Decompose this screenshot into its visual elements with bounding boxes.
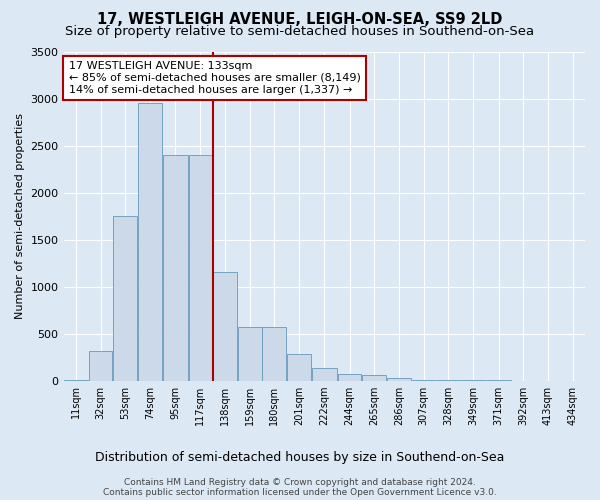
Text: Contains HM Land Registry data © Crown copyright and database right 2024.: Contains HM Land Registry data © Crown c… bbox=[124, 478, 476, 487]
Bar bbox=[262, 327, 286, 380]
Text: Distribution of semi-detached houses by size in Southend-on-Sea: Distribution of semi-detached houses by … bbox=[95, 451, 505, 464]
Bar bbox=[213, 272, 237, 380]
Bar bbox=[163, 155, 188, 380]
Bar bbox=[387, 378, 411, 380]
Text: 17, WESTLEIGH AVENUE, LEIGH-ON-SEA, SS9 2LD: 17, WESTLEIGH AVENUE, LEIGH-ON-SEA, SS9 … bbox=[97, 12, 503, 28]
Text: Contains public sector information licensed under the Open Government Licence v3: Contains public sector information licen… bbox=[103, 488, 497, 497]
Bar bbox=[338, 374, 361, 380]
Bar bbox=[312, 368, 337, 380]
Bar bbox=[238, 327, 262, 380]
Bar bbox=[287, 354, 311, 380]
Bar bbox=[138, 103, 162, 380]
Text: 17 WESTLEIGH AVENUE: 133sqm
← 85% of semi-detached houses are smaller (8,149)
14: 17 WESTLEIGH AVENUE: 133sqm ← 85% of sem… bbox=[69, 62, 361, 94]
Text: Size of property relative to semi-detached houses in Southend-on-Sea: Size of property relative to semi-detach… bbox=[65, 25, 535, 38]
Y-axis label: Number of semi-detached properties: Number of semi-detached properties bbox=[15, 113, 25, 319]
Bar bbox=[188, 155, 212, 380]
Bar bbox=[362, 376, 386, 380]
Bar bbox=[89, 352, 112, 380]
Bar bbox=[113, 216, 137, 380]
